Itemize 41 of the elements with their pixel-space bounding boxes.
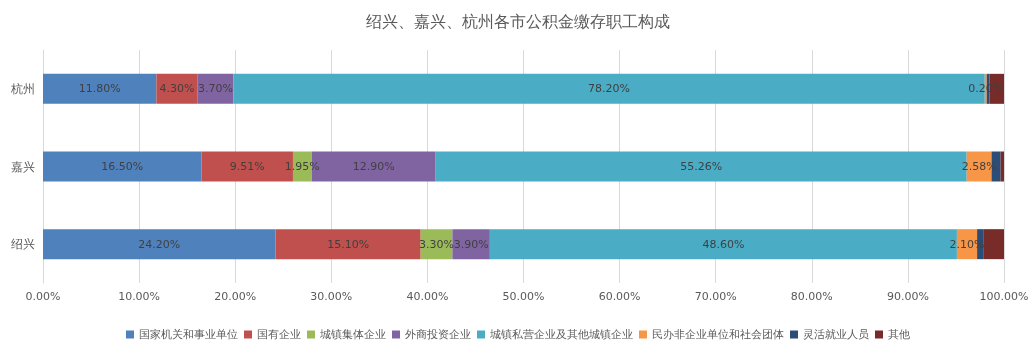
data-label: 48.60%	[702, 237, 745, 251]
bar	[43, 73, 157, 104]
data-label: 55.26%	[680, 160, 723, 173]
bar	[43, 229, 276, 260]
data-label: 78.20%	[588, 82, 631, 96]
legend-label: 其他	[888, 328, 910, 341]
legend-label: 灵活就业人员	[803, 328, 869, 341]
y-tick-label: 嘉兴	[11, 159, 35, 174]
x-tick-label: 20.00%	[214, 290, 257, 303]
y-tick-label: 杭州	[10, 81, 35, 96]
bar	[43, 151, 202, 182]
legend-label: 民办非企业单位和社会团体	[652, 328, 784, 341]
data-label: 11.80%	[78, 82, 121, 96]
data-label: 0.20%	[968, 82, 1004, 96]
x-tick-label: 30.00%	[310, 290, 353, 303]
data-label: 3.90%	[453, 237, 489, 251]
bar	[275, 229, 421, 260]
data-label: 4.30%	[159, 82, 195, 96]
x-tick-label: 50.00%	[502, 290, 545, 303]
data-label: 15.10%	[327, 237, 370, 251]
bar	[983, 229, 1004, 260]
data-label: 9.51%	[229, 160, 265, 173]
legend-label: 城镇集体企业	[319, 328, 386, 341]
x-tick-label: 80.00%	[790, 290, 833, 303]
x-tick-label: 0.00%	[25, 290, 61, 303]
x-tick-label: 40.00%	[406, 290, 449, 303]
data-label: 16.50%	[101, 160, 144, 173]
x-tick-label: 60.00%	[598, 290, 641, 303]
data-label: 24.20%	[138, 237, 181, 251]
x-tick-label: 70.00%	[694, 290, 737, 303]
chart-title: 绍兴、嘉兴、杭州各市公积金缴存职工构成	[366, 11, 670, 31]
legend-label: 外商投资企业	[405, 328, 471, 341]
x-tick-label: 10.00%	[118, 290, 161, 303]
legend-label: 城镇私营企业及其他城镇企业	[489, 328, 633, 341]
legend-label: 国有企业	[257, 328, 301, 341]
data-label: 3.70%	[198, 82, 233, 96]
x-tick-label: 90.00%	[886, 290, 929, 303]
legend-label: 国家机关和事业单位	[139, 328, 238, 341]
y-tick-label: 绍兴	[11, 237, 35, 252]
x-tick-label: 100.00%	[979, 290, 1029, 303]
data-label: 12.90%	[352, 160, 395, 173]
